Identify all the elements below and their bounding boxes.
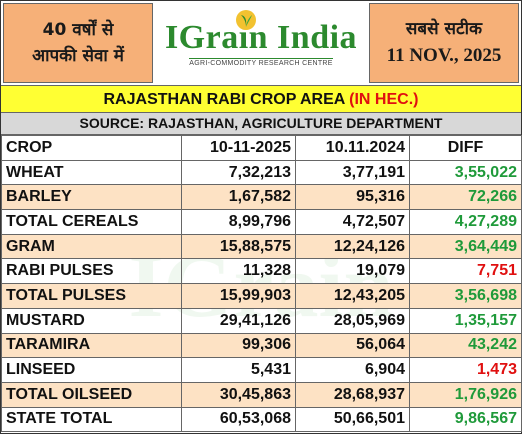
- table-row: RABI PULSES 11,328 19,079 7,751: [1, 258, 522, 285]
- table-row: MUSTARD 29,41,126 28,05,969 1,35,157: [1, 307, 522, 334]
- table-row: WHEAT 7,32,213 3,77,191 3,55,022: [1, 159, 522, 186]
- left-line-1: 40 वर्षों से: [42, 20, 114, 40]
- area-2024-cell: 6,904: [295, 357, 410, 383]
- date-box-right: सबसे सटीक 11 NOV., 2025: [369, 3, 519, 83]
- crop-name-cell: LINSEED: [1, 357, 182, 383]
- area-2025-cell: 99,306: [181, 332, 296, 359]
- table-row: TARAMIRA 99,306 56,064 43,242: [1, 332, 522, 359]
- diff-cell: 72,266: [409, 184, 522, 211]
- title-unit: (IN HEC.): [349, 91, 419, 108]
- crop-name-cell: MUSTARD: [1, 307, 182, 334]
- area-2024-cell: 28,68,937: [295, 381, 410, 408]
- diff-cell: 1,35,157: [409, 307, 522, 334]
- table-header-row: CROP 10-11-2025 10.11.2024 DIFF: [1, 135, 522, 161]
- header: 40 वर्षों से आपकी सेवा में IGrain India …: [1, 1, 521, 85]
- area-2024-cell: 12,43,205: [295, 283, 410, 309]
- area-2025-cell: 5,431: [181, 357, 296, 383]
- table-row: STATE TOTAL 60,53,068 50,66,501 9,86,567: [1, 406, 522, 433]
- area-2025-cell: 15,88,575: [181, 233, 296, 260]
- area-2025-cell: 1,67,582: [181, 184, 296, 211]
- diff-cell: 7,751: [409, 258, 522, 285]
- diff-cell: 1,473: [409, 357, 522, 383]
- logo: IGrain India AGRI-COMMODITY RESEARCH CEN…: [157, 3, 365, 83]
- table-row: TOTAL OILSEED 30,45,863 28,68,937 1,76,926: [1, 381, 522, 408]
- table-row: TOTAL CEREALS 8,99,796 4,72,507 4,27,289: [1, 209, 522, 235]
- area-2025-cell: 8,99,796: [181, 209, 296, 235]
- diff-cell: 3,56,698: [409, 283, 522, 309]
- table-row: BARLEY 1,67,582 95,316 72,266: [1, 184, 522, 211]
- area-2025-cell: 11,328: [181, 258, 296, 285]
- crop-name-cell: WHEAT: [1, 159, 182, 186]
- source-line: SOURCE: RAJASTHAN, AGRICULTURE DEPARTMEN…: [1, 113, 521, 135]
- area-2024-cell: 3,77,191: [295, 159, 410, 186]
- tagline-box-left: 40 वर्षों से आपकी सेवा में: [3, 3, 153, 83]
- table-row: TOTAL PULSES 15,99,903 12,43,205 3,56,698: [1, 283, 522, 309]
- report-title: RAJASTHAN RABI CROP AREA (IN HEC.): [1, 85, 521, 113]
- area-2025-cell: 7,32,213: [181, 159, 296, 186]
- diff-cell: 3,55,022: [409, 159, 522, 186]
- area-2024-cell: 56,064: [295, 332, 410, 359]
- crop-name-cell: TOTAL CEREALS: [1, 209, 182, 235]
- crop-name-cell: GRAM: [1, 233, 182, 260]
- diff-cell: 4,27,289: [409, 209, 522, 235]
- diff-cell: 43,242: [409, 332, 522, 359]
- diff-cell: 1,76,926: [409, 381, 522, 408]
- diff-cell: 9,86,567: [409, 406, 522, 433]
- column-header-diff: DIFF: [409, 135, 522, 161]
- crop-name-cell: BARLEY: [1, 184, 182, 211]
- crop-name-cell: RABI PULSES: [1, 258, 182, 285]
- wheat-leaf-icon: [236, 10, 256, 30]
- table-row: LINSEED 5,431 6,904 1,473: [1, 357, 522, 383]
- area-2024-cell: 4,72,507: [295, 209, 410, 235]
- table-row: GRAM 15,88,575 12,24,126 3,64,449: [1, 233, 522, 260]
- brand-name: IGrain India: [164, 18, 358, 56]
- left-line-2: आपकी सेवा में: [32, 46, 124, 66]
- area-2024-cell: 28,05,969: [295, 307, 410, 334]
- area-2025-cell: 30,45,863: [181, 381, 296, 408]
- crop-name-cell: TOTAL OILSEED: [1, 381, 182, 408]
- column-header-2024: 10.11.2024: [295, 135, 410, 161]
- area-2025-cell: 29,41,126: [181, 307, 296, 334]
- diff-cell: 3,64,449: [409, 233, 522, 260]
- column-header-2025: 10-11-2025: [181, 135, 296, 161]
- column-header-crop: CROP: [1, 135, 182, 161]
- area-2024-cell: 19,079: [295, 258, 410, 285]
- area-2025-cell: 15,99,903: [181, 283, 296, 309]
- title-main: RAJASTHAN RABI CROP AREA: [103, 91, 345, 108]
- brand-tagline: AGRI-COMMODITY RESEARCH CENTRE: [189, 57, 333, 67]
- area-2024-cell: 95,316: [295, 184, 410, 211]
- crop-name-cell: STATE TOTAL: [1, 406, 182, 433]
- report-date: 11 NOV., 2025: [386, 45, 502, 66]
- crop-name-cell: TARAMIRA: [1, 332, 182, 359]
- crop-area-table: CROP 10-11-2025 10.11.2024 DIFF WHEAT 7,3…: [1, 135, 522, 433]
- crop-name-cell: TOTAL PULSES: [1, 283, 182, 309]
- area-2024-cell: 12,24,126: [295, 233, 410, 260]
- area-2024-cell: 50,66,501: [295, 406, 410, 433]
- right-line-1: सबसे सटीक: [405, 19, 483, 39]
- area-2025-cell: 60,53,068: [181, 406, 296, 433]
